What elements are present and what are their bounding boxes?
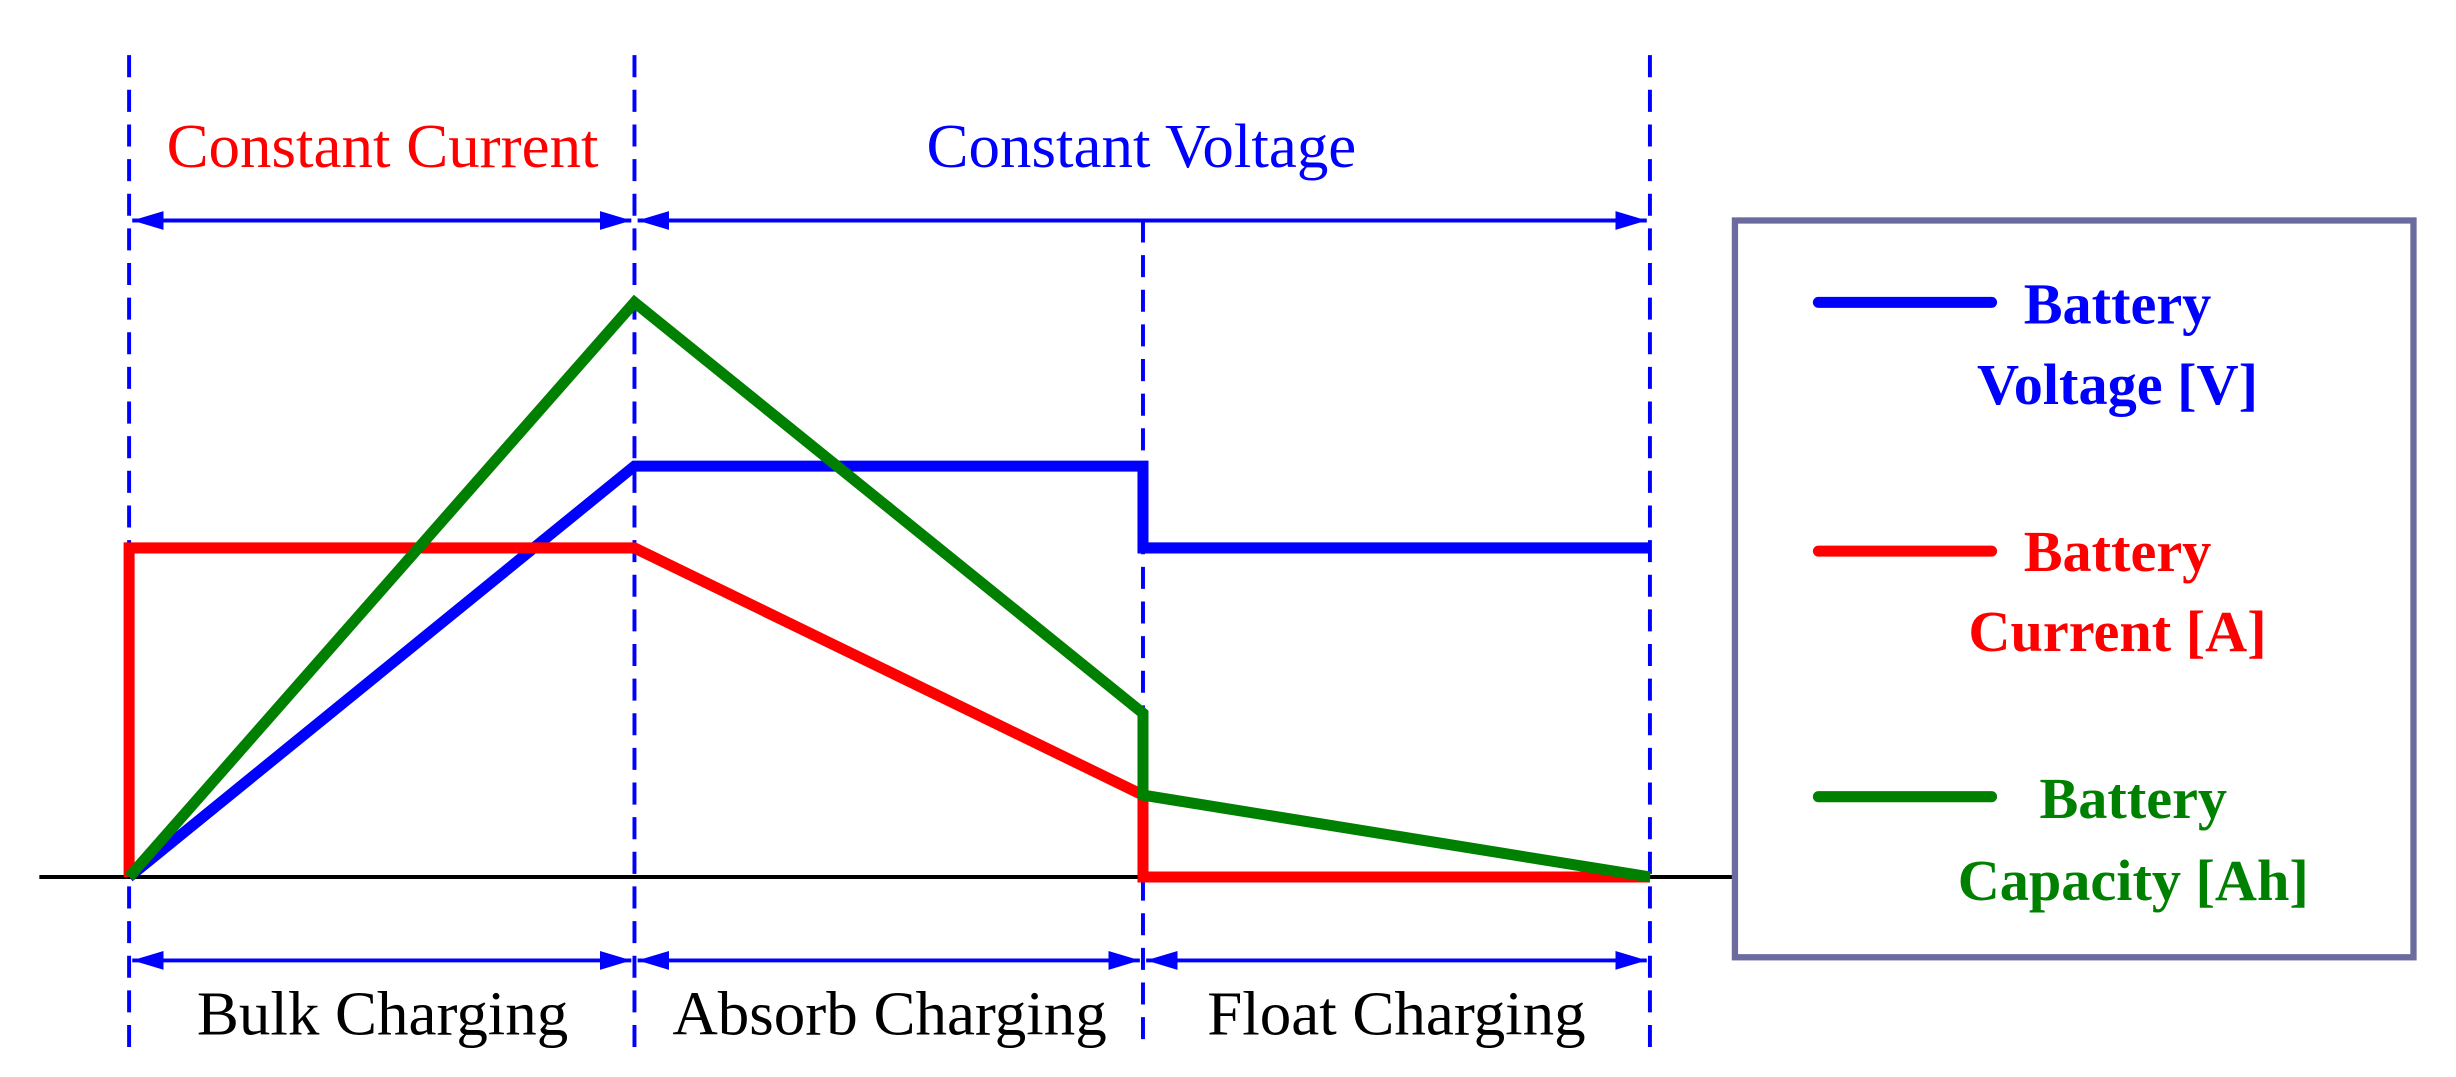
mode-label: Constant Current (167, 111, 599, 181)
stage-label: Absorb Charging (672, 979, 1106, 1049)
stage-label: Float Charging (1207, 979, 1585, 1049)
range-arrows (132, 211, 1647, 970)
mode-label: Constant Voltage (927, 111, 1357, 181)
voltage-curve (125, 460, 1650, 882)
legend-label: Battery (2024, 519, 2212, 584)
legend-label: Battery (2039, 766, 2227, 831)
legend-label: Current [A] (1968, 599, 2266, 664)
legend-label: Battery (2024, 272, 2212, 337)
legend: Battery Voltage [V] Battery Current [A] … (1731, 217, 2417, 961)
legend-label: Voltage [V] (1977, 352, 2258, 417)
current-curve (123, 542, 1650, 883)
legend-box (1731, 217, 2417, 961)
stage-label: Bulk Charging (197, 979, 568, 1049)
capacity-curve (124, 294, 1651, 883)
legend-label: Capacity [Ah] (1958, 848, 2309, 913)
